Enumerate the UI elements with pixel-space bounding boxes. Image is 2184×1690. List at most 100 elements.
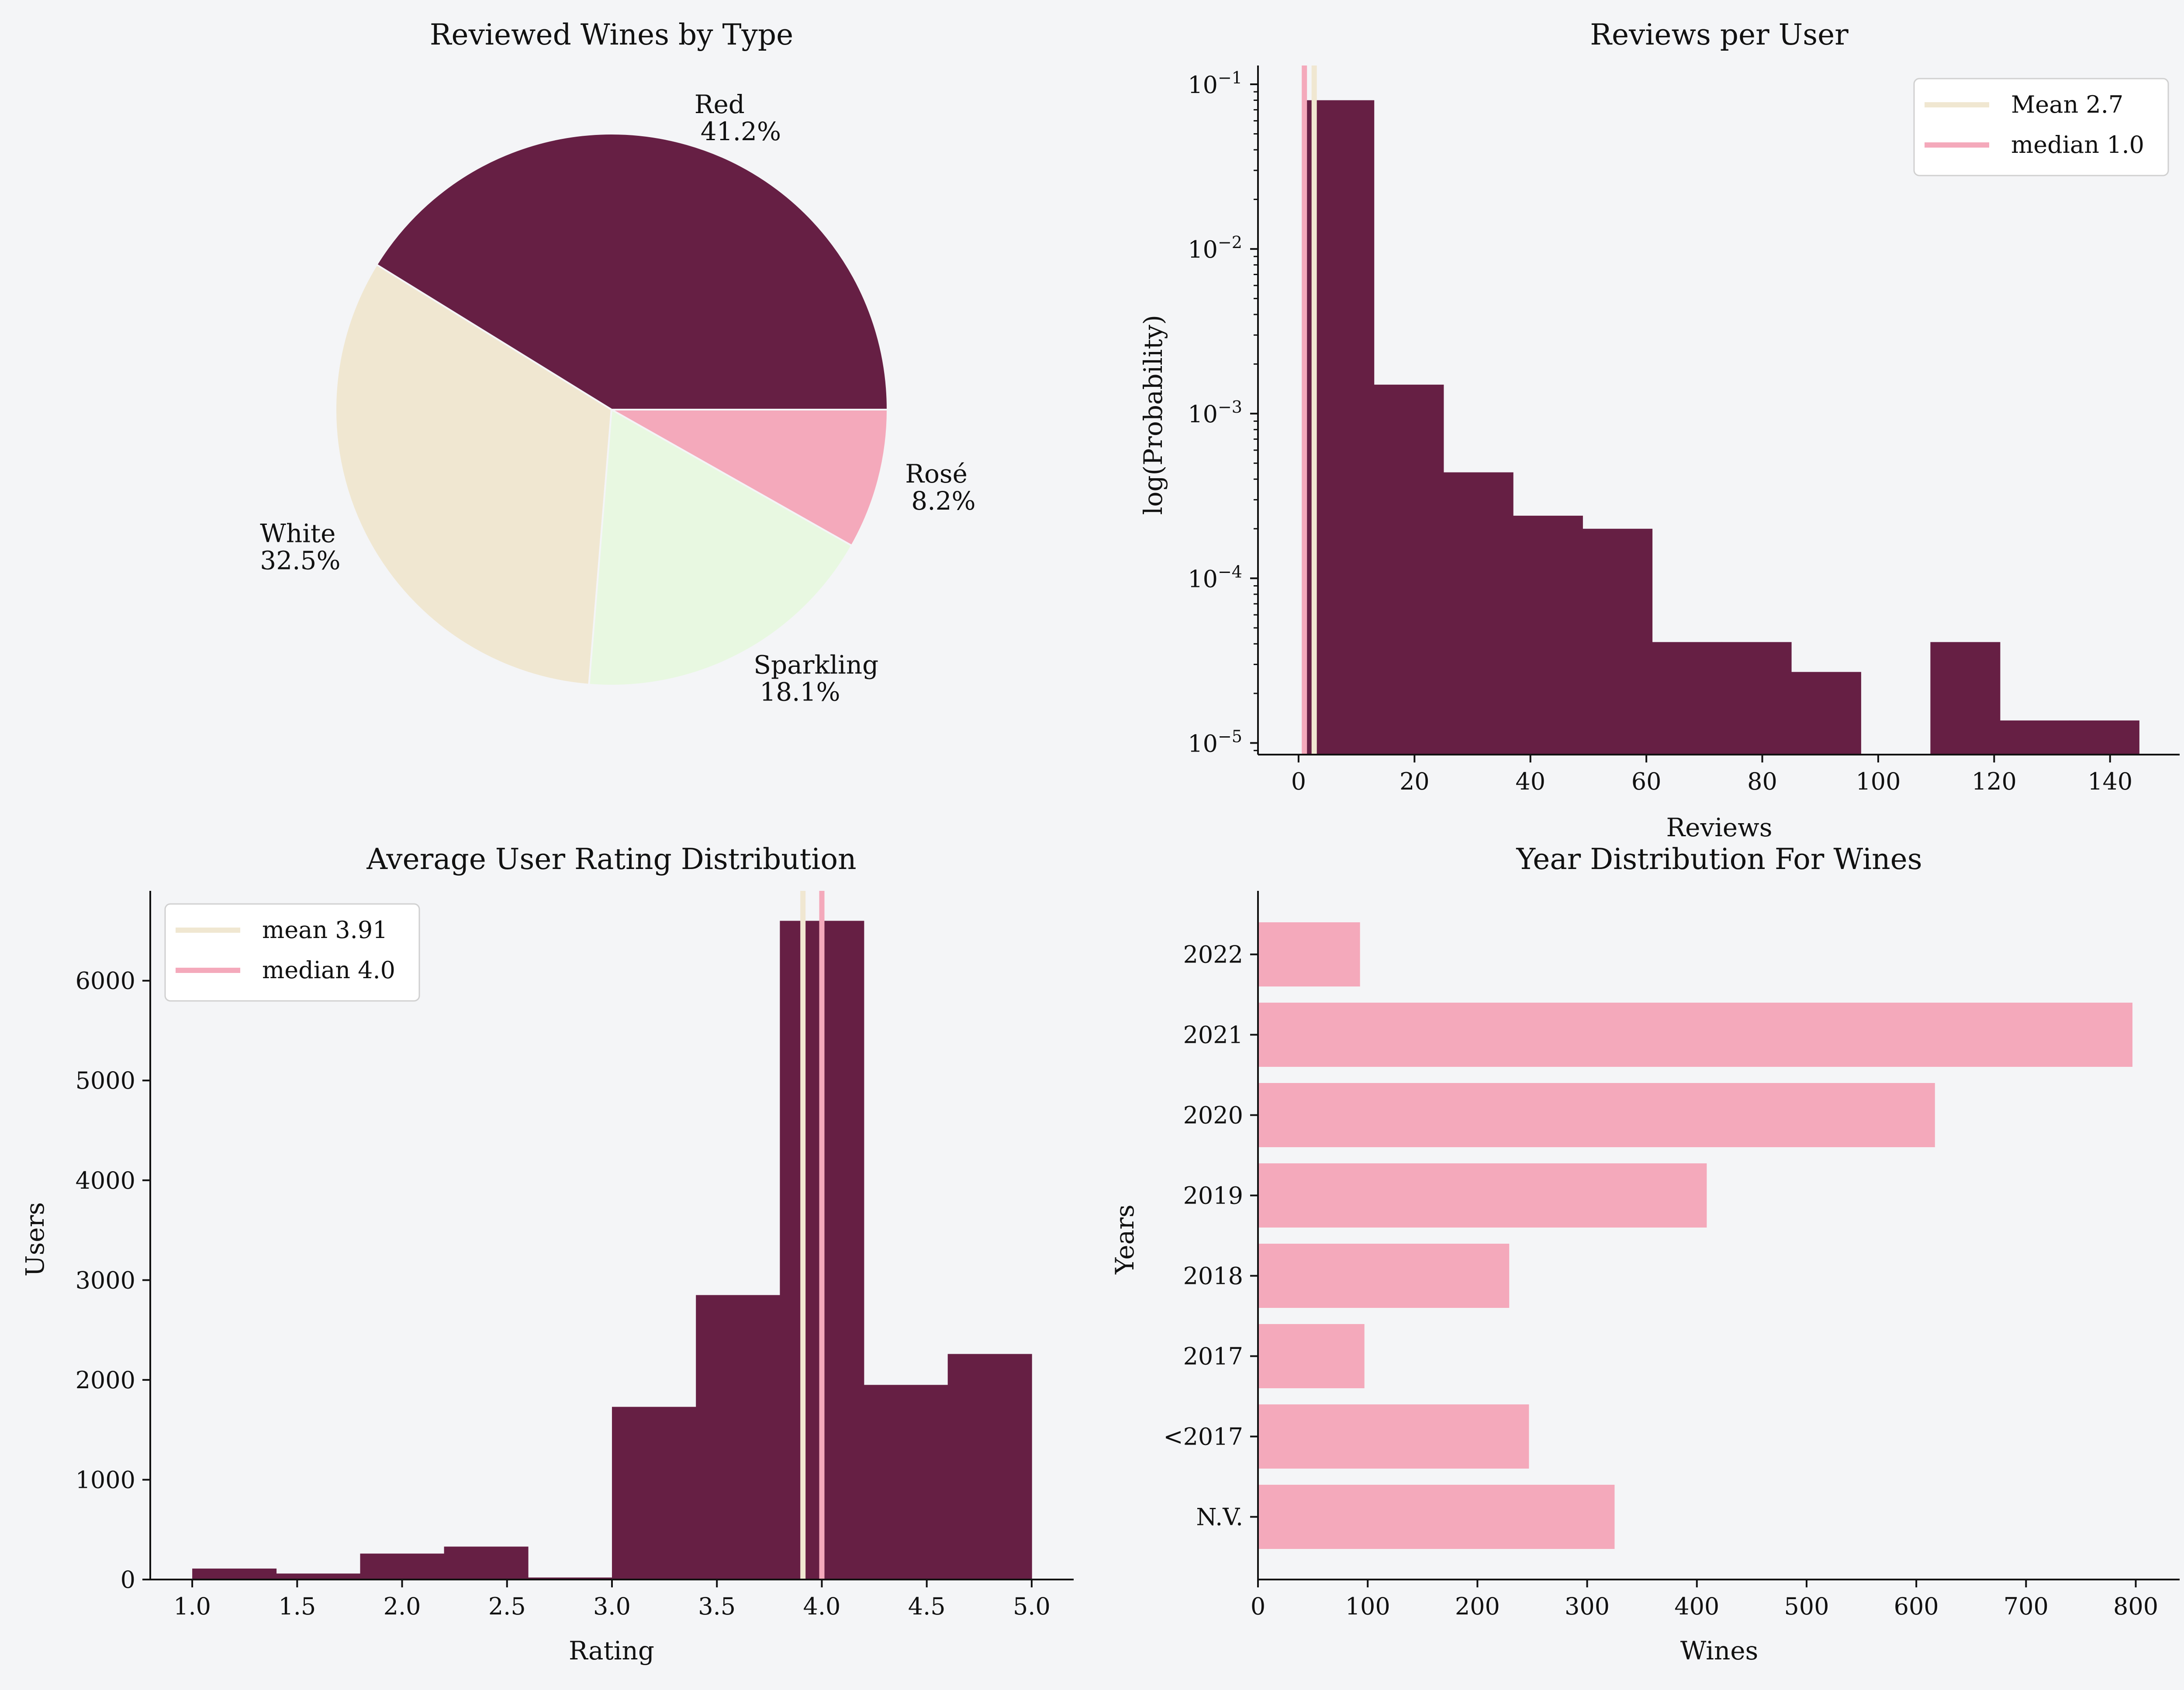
rating-legend-label-mean-3-91: mean 3.91: [262, 916, 388, 944]
year-y-tick-2019: 2019: [1183, 1182, 1243, 1210]
reviews-bin-37-49: [1513, 515, 1583, 755]
reviews-bin-49-61: [1583, 528, 1653, 755]
rating-distribution-panel: Average User Rating Distribution 1.0 1.5 2…: [20, 842, 1074, 1666]
rating-y-tick-1000: 1000: [76, 1466, 135, 1493]
reviews-chart-title: Reviews per User: [1590, 18, 1849, 52]
year-x-tick-800: 800: [2113, 1593, 2158, 1620]
reviews-y-tick-1: 10−4: [1188, 562, 1242, 593]
reviews-y-tick-3: 10−2: [1188, 233, 1242, 263]
reviews-y-tick-exponent: −3: [1218, 397, 1242, 417]
year-bar-2017: [1258, 1324, 1365, 1388]
rating-y-tick-6000: 6000: [76, 967, 135, 995]
reviews-y-tick-base: 10: [1188, 71, 1218, 99]
year-x-tick-300: 300: [1565, 1593, 1610, 1620]
reviews-x-tick-60: 60: [1631, 768, 1662, 795]
reviews-x-axis-label: Reviews: [1666, 813, 1772, 842]
year-bar-2019: [1258, 1163, 1707, 1228]
year-x-tick-600: 600: [1894, 1593, 1939, 1620]
year-bar-2022: [1258, 922, 1360, 986]
rating-bin-1-8-2-2: [360, 1553, 445, 1580]
year-bars: [1258, 922, 2132, 1549]
rating-chart-title: Average User Rating Distribution: [366, 842, 856, 876]
pie-slice-sparkling: [588, 408, 853, 686]
rating-bin-2-6-3: [528, 1577, 612, 1580]
reviews-y-tick-exponent: −5: [1218, 727, 1242, 746]
year-x-tick-500: 500: [1784, 1593, 1829, 1620]
reviews-y-axis-label: log(Probability): [1138, 315, 1168, 515]
rating-x-tick-4-0: 4.0: [803, 1593, 841, 1620]
reviews-y-tick-base: 10: [1188, 236, 1218, 263]
reviews-y-tick-base: 10: [1188, 730, 1218, 757]
year-y-tick-2017: <2017: [1163, 1423, 1243, 1451]
rating-legend: mean 3.91 median 4.0: [164, 903, 420, 1002]
rating-y-tick-5000: 5000: [76, 1067, 135, 1094]
year-bar-2020: [1258, 1083, 1935, 1147]
reviews-histogram-bars: [1304, 100, 2139, 755]
rating-bin-3-4-3-8: [696, 1295, 781, 1580]
rating-x-tick-1-0: 1.0: [173, 1593, 211, 1620]
reviews-bin-13-25: [1374, 384, 1444, 755]
rating-bin-4-2-4-6: [864, 1385, 948, 1580]
rating-x-axis-label: Rating: [569, 1636, 654, 1666]
rating-x-tick-2-5: 2.5: [488, 1593, 526, 1620]
year-x-tick-0: 0: [1251, 1593, 1265, 1620]
reviews-y-tick-exponent: −2: [1218, 233, 1242, 252]
rating-bin-3-3-4: [612, 1407, 696, 1580]
reviews-x-tick-120: 120: [1972, 768, 2017, 795]
rating-reference-lines: [800, 891, 825, 1580]
year-y-tick-2021: 2021: [1183, 1021, 1243, 1049]
reviews-bin-133-145: [2069, 720, 2139, 755]
year-bar-2021: [1258, 1003, 2132, 1067]
year-x-tick-400: 400: [1674, 1593, 1719, 1620]
rating-legend-label-median-4-0: median 4.0: [262, 956, 395, 984]
reviews-bin-85-97: [1791, 672, 1861, 755]
year-y-axis-label: Years: [1110, 1204, 1140, 1275]
reviews-per-user-panel: Reviews per User 0 20 40 60 80 100 120 14010−51…: [1138, 18, 2180, 842]
pie-label-white: White: [260, 519, 335, 548]
year-bar-n-v: [1258, 1485, 1615, 1549]
reviews-y-tick-exponent: −4: [1218, 562, 1242, 581]
reviews-x-tick-140: 140: [2087, 768, 2132, 795]
rating-bin-1-4-1-8: [276, 1573, 361, 1580]
reviews-y-tick-base: 10: [1188, 565, 1218, 593]
rating-y-axis-label: Users: [20, 1202, 50, 1276]
year-chart-title: Year Distribution For Wines: [1516, 842, 1922, 876]
reviews-x-tick-80: 80: [1747, 768, 1777, 795]
reviews-legend-label-mean-2-7: Mean 2.7: [2011, 91, 2123, 118]
year-x-tick-700: 700: [2004, 1593, 2049, 1620]
rating-x-tick-3-5: 3.5: [698, 1593, 736, 1620]
reviews-legend-label-median-1-0: median 1.0: [2011, 131, 2144, 159]
year-y-tick-2018: 2018: [1183, 1262, 1243, 1290]
reviews-y-tick-base: 10: [1188, 400, 1218, 428]
rating-histogram-bars: [192, 921, 1032, 1580]
reviews-bin-61-73: [1652, 642, 1722, 755]
year-x-axis-label: Wines: [1680, 1636, 1759, 1666]
rating-x-tick-3-0: 3.0: [593, 1593, 631, 1620]
pie-slice-white: [335, 263, 613, 686]
year-distribution-panel: Year Distribution For Wines 2022 2021 2020…: [1110, 842, 2180, 1666]
rating-bin-2-2-2-6: [444, 1546, 529, 1580]
reviews-y-tick-exponent: −1: [1218, 68, 1242, 87]
reviews-y-tick-2: 10−3: [1188, 397, 1242, 428]
rating-y-tick-3000: 3000: [76, 1266, 135, 1294]
year-x-tick-200: 200: [1455, 1593, 1500, 1620]
pie-label-ros: Rosé: [905, 459, 968, 489]
reviews-bin-73-85: [1721, 642, 1792, 755]
rating-x-tick-4-5: 4.5: [908, 1593, 946, 1620]
year-x-tick-100: 100: [1345, 1593, 1390, 1620]
year-y-tick-n-v: N.V.: [1196, 1504, 1243, 1531]
rating-axes: 1.0 1.5 2.0 2.5 3.0 3.5 4.0 4.5 5.0 0 1000 2000 3000…: [76, 891, 1074, 1620]
reviews-reference-lines: [1302, 66, 1317, 755]
pie-slice-red: [375, 133, 889, 410]
pie-label-red: Red: [695, 90, 745, 119]
reviews-x-tick-100: 100: [1856, 768, 1901, 795]
rating-y-tick-0: 0: [121, 1566, 135, 1593]
pie-percent-ros: 8.2%: [911, 486, 975, 516]
year-bar-2018: [1258, 1244, 1510, 1308]
reviews-x-tick-20: 20: [1400, 768, 1430, 795]
reviews-legend: Mean 2.7 median 1.0: [1913, 78, 2169, 176]
year-bar-2017: [1258, 1404, 1529, 1469]
reviews-bin-109-121: [1930, 642, 2001, 755]
